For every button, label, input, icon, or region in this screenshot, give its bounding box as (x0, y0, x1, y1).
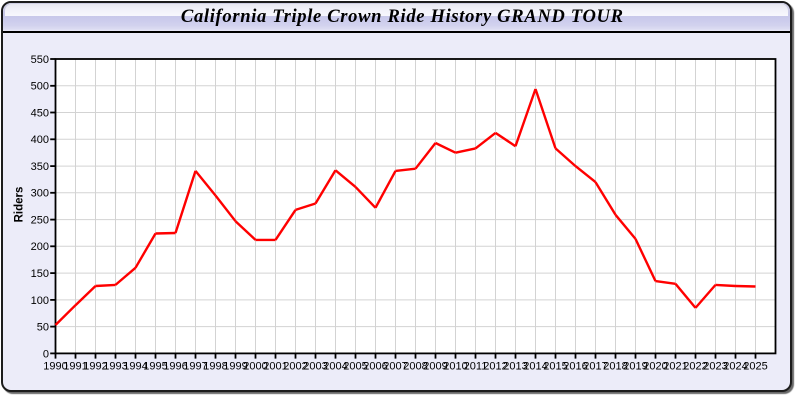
svg-text:2023: 2023 (703, 361, 727, 373)
svg-text:2007: 2007 (383, 361, 407, 373)
svg-text:2013: 2013 (503, 361, 527, 373)
svg-text:1997: 1997 (183, 361, 207, 373)
svg-text:2003: 2003 (303, 361, 327, 373)
svg-text:1998: 1998 (203, 361, 227, 373)
svg-text:2001: 2001 (263, 361, 287, 373)
svg-text:2019: 2019 (623, 361, 647, 373)
svg-text:2006: 2006 (363, 361, 387, 373)
svg-text:1993: 1993 (103, 361, 127, 373)
svg-text:1991: 1991 (63, 361, 87, 373)
svg-text:450: 450 (31, 107, 49, 119)
svg-text:1990: 1990 (43, 361, 67, 373)
svg-text:300: 300 (31, 188, 49, 200)
svg-text:500: 500 (31, 81, 49, 93)
svg-text:2000: 2000 (243, 361, 267, 373)
svg-text:2018: 2018 (603, 361, 627, 373)
svg-text:Riders: Riders (14, 187, 26, 223)
svg-text:2004: 2004 (323, 361, 347, 373)
svg-text:1992: 1992 (83, 361, 107, 373)
svg-text:1994: 1994 (123, 361, 147, 373)
svg-text:2009: 2009 (423, 361, 447, 373)
svg-text:2024: 2024 (723, 361, 747, 373)
svg-text:2021: 2021 (663, 361, 687, 373)
svg-text:50: 50 (37, 322, 49, 334)
svg-text:550: 550 (31, 54, 49, 66)
svg-text:2002: 2002 (283, 361, 307, 373)
svg-text:250: 250 (31, 215, 49, 227)
svg-text:1995: 1995 (143, 361, 167, 373)
svg-text:2005: 2005 (343, 361, 367, 373)
svg-text:1999: 1999 (223, 361, 247, 373)
svg-text:100: 100 (31, 295, 49, 307)
svg-text:350: 350 (31, 161, 49, 173)
svg-text:2008: 2008 (403, 361, 427, 373)
svg-text:2010: 2010 (443, 361, 467, 373)
svg-text:0: 0 (43, 348, 49, 360)
svg-text:2012: 2012 (483, 361, 507, 373)
svg-text:2017: 2017 (583, 361, 607, 373)
svg-text:150: 150 (31, 268, 49, 280)
svg-text:1996: 1996 (163, 361, 187, 373)
svg-text:2011: 2011 (464, 361, 488, 373)
svg-text:200: 200 (31, 241, 49, 253)
svg-text:2022: 2022 (683, 361, 707, 373)
svg-text:2025: 2025 (743, 361, 767, 373)
svg-text:2020: 2020 (643, 361, 667, 373)
svg-text:2015: 2015 (543, 361, 567, 373)
svg-text:400: 400 (31, 134, 49, 146)
svg-text:2016: 2016 (563, 361, 587, 373)
svg-text:2014: 2014 (523, 361, 547, 373)
